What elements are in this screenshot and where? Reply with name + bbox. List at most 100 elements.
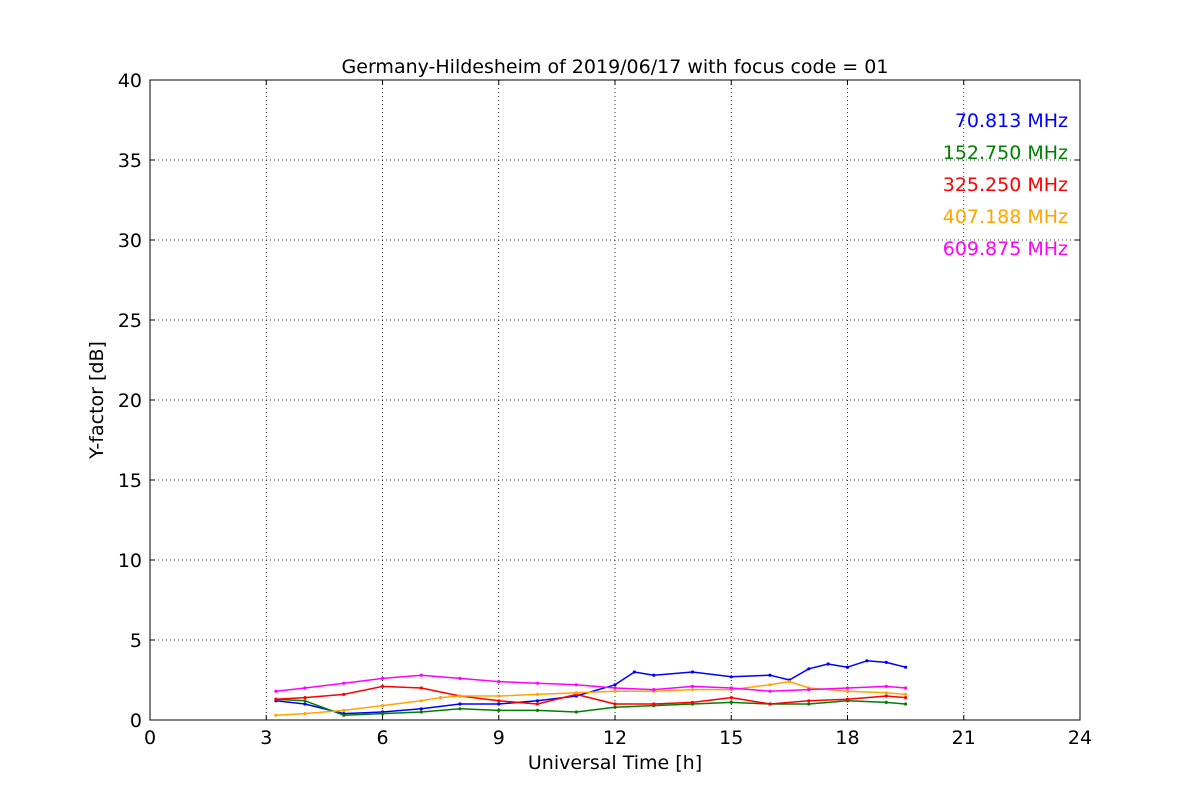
x-tick-label: 24 [1068,727,1092,749]
data-point [690,700,695,705]
x-tick-label: 3 [260,727,272,749]
data-point [787,680,792,684]
data-point [768,702,772,706]
data-point [690,670,695,674]
data-point [342,713,346,717]
data-point [884,694,888,698]
data-point [845,697,850,701]
data-point [807,667,811,671]
data-point [904,696,908,700]
data-point [845,686,850,690]
data-point [419,699,423,703]
data-point [380,676,385,681]
y-tick-label: 15 [118,470,142,492]
series-line [275,685,906,705]
data-point [884,660,888,665]
data-point [303,702,307,706]
data-point [419,710,423,714]
data-point [807,699,811,703]
data-point [845,689,850,693]
data-point [904,665,908,669]
x-tick-label: 9 [493,727,505,749]
data-point [419,686,423,690]
data-point [729,675,733,679]
data-point [303,712,307,716]
data-point [768,673,772,677]
grid [150,80,1080,720]
y-tick-label: 25 [118,310,142,332]
y-tick-label: 35 [118,150,142,172]
data-point [535,681,540,685]
data-point [729,686,733,690]
data-point [632,670,637,674]
data-point [574,691,578,695]
x-tick-label: 12 [603,727,627,749]
series-line [275,674,906,692]
data-point [497,680,501,684]
data-point [729,696,733,700]
data-point [884,684,888,689]
series-line [275,680,906,716]
data-point [807,702,811,706]
data-point [380,712,385,716]
y-tick-label: 30 [118,230,142,252]
data-point [342,708,346,713]
data-point [768,689,772,693]
data-point [535,699,540,703]
data-point [535,708,540,713]
series-lines [274,659,908,717]
series-2 [274,684,908,706]
data-point [613,686,617,690]
data-point [497,699,501,703]
series-line [275,698,906,716]
data-point [613,705,617,709]
series-line [275,660,906,715]
data-point [807,688,811,692]
data-point [342,681,346,685]
y-tick-label: 0 [130,710,142,732]
y-tick-label: 40 [118,70,142,92]
data-point [884,700,888,705]
data-point [303,696,307,700]
data-point [904,692,908,697]
axis-ticks: 0 3 6 9 12 15 18 21 24 0 5 10 15 20 25 30 35 40 [118,70,1092,749]
data-point [303,699,307,703]
data-point [380,684,385,689]
data-point [535,692,540,697]
data-point [497,694,501,698]
data-point [439,696,443,700]
data-point [419,707,423,711]
data-point [865,659,869,663]
data-point [729,700,733,705]
legend-entry: 407.188 MHz [943,206,1068,228]
x-tick-label: 6 [376,727,388,749]
legend-entry: 70.813 MHz [955,110,1068,132]
data-point [613,683,617,687]
data-point [690,684,695,689]
data-point [826,662,830,666]
x-tick-label: 18 [835,727,859,749]
legend-entry: 325.250 MHz [943,174,1068,196]
series-4 [274,673,908,693]
data-point [613,689,617,693]
data-point [274,689,278,693]
data-point [303,686,307,690]
data-point [845,665,850,669]
data-point [458,707,462,711]
y-tick-label: 20 [118,390,142,412]
x-tick-label: 21 [952,727,976,749]
data-point [342,692,346,697]
y-tick-label: 10 [118,550,142,572]
data-point [419,673,423,677]
data-point [652,673,656,677]
data-point [458,676,462,681]
data-point [574,710,578,714]
x-tick-label: 0 [144,727,156,749]
legend-entry: 152.750 MHz [943,142,1068,164]
x-axis-label: Universal Time [h] [528,752,702,774]
y-axis-label: Y-factor [dB] [86,341,108,460]
y-tick-label: 5 [130,630,142,652]
data-point [274,713,278,717]
